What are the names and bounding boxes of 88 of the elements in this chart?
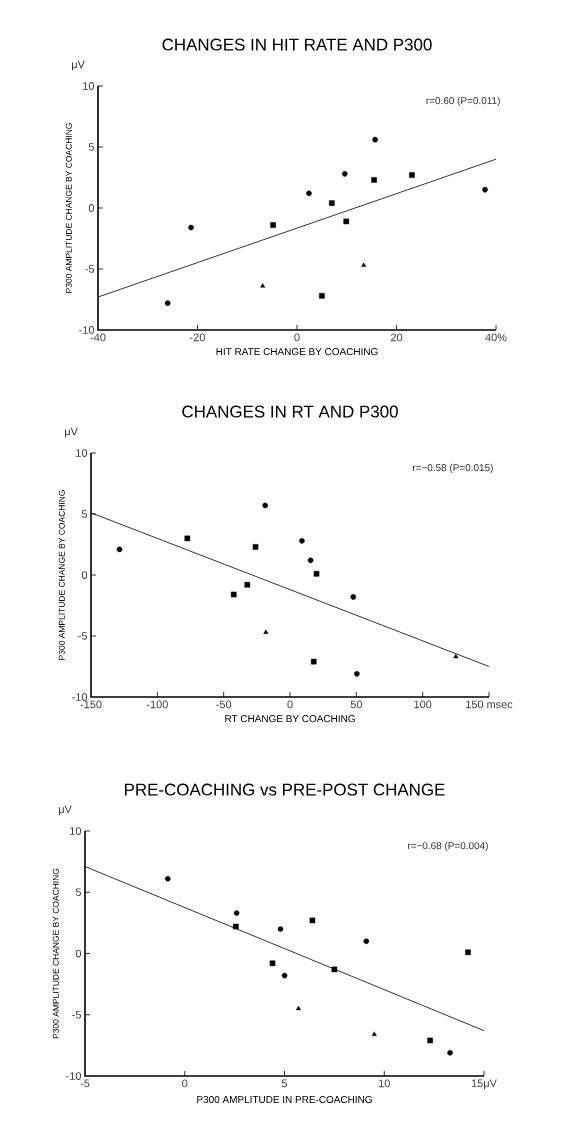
chart-title: CHANGES IN HIT RATE AND P300 (162, 38, 432, 51)
point (116, 546, 123, 553)
point (363, 938, 370, 945)
point (244, 581, 251, 588)
y-tick-label: -5 (85, 265, 95, 273)
y-tick-label: 0 (75, 949, 82, 958)
y-axis-title: P300 AMPLITUDE CHANGE BY COACHING (65, 123, 72, 293)
point (409, 172, 415, 178)
x-axis-title: P300 AMPLITUDE IN PRE-COACHING (197, 1096, 372, 1104)
x-tick-label: 5 (281, 1079, 288, 1088)
point (331, 966, 338, 973)
x-tick-label: 0 (182, 1079, 188, 1088)
point (453, 653, 459, 659)
chart-title: CHANGES IN RT AND P300 (182, 405, 398, 418)
point (343, 218, 350, 225)
point (361, 262, 367, 267)
y-axis-title: P300 AMPLITUDE CHANGE BY COACHING (52, 868, 59, 1039)
annotation: r=−0.68 (P=0.004) (407, 841, 488, 852)
point (281, 972, 288, 979)
point (371, 177, 377, 183)
y-tick-label: 10 (70, 827, 82, 835)
x-tick-label: -150 (80, 700, 102, 709)
point (309, 917, 316, 924)
x-tick-label: 10 (378, 1079, 390, 1088)
x-tick-label: -50 (216, 700, 232, 709)
y-tick-label: -5 (72, 1010, 82, 1019)
y-tick-label: -10 (79, 326, 95, 334)
point (354, 671, 360, 677)
text: μV (65, 427, 78, 438)
point (313, 570, 320, 577)
point (296, 1005, 301, 1011)
point (299, 538, 305, 544)
point (350, 594, 357, 600)
point (372, 136, 378, 143)
y-tick-label: 5 (88, 143, 95, 151)
point (277, 926, 284, 932)
point (329, 200, 335, 206)
y-tick-label: -10 (72, 693, 88, 701)
annotation: r=−0.58 (P=0.015) (412, 463, 493, 474)
point (233, 910, 240, 916)
point (341, 171, 348, 177)
point (165, 875, 171, 882)
y-tick-label: 5 (75, 888, 82, 897)
point (184, 535, 191, 542)
x-tick-label: 150 msec (466, 700, 513, 709)
x-tick-label: 0 (287, 700, 293, 709)
point (465, 949, 471, 956)
y-tick-label: 5 (81, 510, 88, 518)
point (307, 557, 314, 564)
point (164, 300, 171, 306)
y-tick-label: -5 (78, 632, 88, 640)
x-tick-label: 0 (294, 333, 300, 342)
point (263, 629, 269, 634)
x-tick-label: 100 (414, 700, 432, 709)
x-tick-label: 40% (485, 333, 507, 342)
x-tick-label: 50 (350, 700, 362, 709)
point (306, 190, 312, 197)
point (482, 186, 488, 193)
y-tick-label: -10 (66, 1072, 82, 1080)
y-tick-label: 10 (76, 449, 88, 457)
x-tick-label: -100 (146, 700, 168, 709)
point (427, 1037, 433, 1044)
point (188, 224, 194, 231)
x-tick-label: 20 (390, 333, 403, 342)
y-axis-title: P300 AMPLITUDE CHANGE BY COACHING (58, 490, 65, 660)
y-tick-label: 0 (88, 204, 95, 212)
x-axis-title: HIT RATE CHANGE BY COACHING (216, 348, 378, 356)
point (252, 544, 259, 550)
point (371, 1031, 377, 1036)
x-tick-label: -40 (90, 333, 106, 342)
x-tick-label: -20 (190, 333, 205, 342)
point (262, 502, 268, 509)
annotation: r=0.60 (P=0.011) (426, 96, 500, 107)
point (447, 1049, 453, 1056)
y-tick-label: 0 (81, 571, 88, 579)
point (270, 222, 276, 228)
text: μV (72, 60, 85, 71)
x-axis-title: RT CHANGE BY COACHING (225, 715, 355, 723)
chart-title: PRE-COACHING vs PRE-POST CHANGE (124, 783, 445, 796)
text: μV (58, 805, 72, 816)
point (319, 293, 325, 299)
point (260, 283, 266, 288)
point (310, 658, 317, 665)
y-tick-label: 10 (83, 82, 95, 90)
x-tick-label: 15μV (471, 1079, 497, 1090)
point (233, 923, 239, 930)
point (230, 591, 237, 598)
point (269, 960, 276, 967)
